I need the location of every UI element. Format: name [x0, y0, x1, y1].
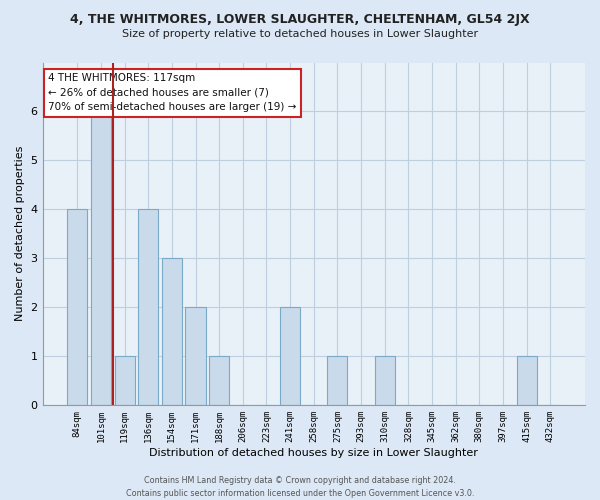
Bar: [67, 209, 88, 405]
Bar: [91, 112, 111, 405]
Bar: [185, 307, 206, 405]
Bar: [280, 307, 300, 405]
Bar: [517, 356, 536, 405]
Text: Size of property relative to detached houses in Lower Slaughter: Size of property relative to detached ho…: [122, 29, 478, 39]
X-axis label: Distribution of detached houses by size in Lower Slaughter: Distribution of detached houses by size …: [149, 448, 478, 458]
Bar: [209, 356, 229, 405]
Bar: [374, 356, 395, 405]
Bar: [328, 356, 347, 405]
Bar: [138, 209, 158, 405]
Text: Contains HM Land Registry data © Crown copyright and database right 2024.
Contai: Contains HM Land Registry data © Crown c…: [126, 476, 474, 498]
Bar: [162, 258, 182, 405]
Bar: [115, 356, 134, 405]
Text: 4 THE WHITMORES: 117sqm
← 26% of detached houses are smaller (7)
70% of semi-det: 4 THE WHITMORES: 117sqm ← 26% of detache…: [48, 73, 296, 112]
Y-axis label: Number of detached properties: Number of detached properties: [15, 146, 25, 322]
Text: 4, THE WHITMORES, LOWER SLAUGHTER, CHELTENHAM, GL54 2JX: 4, THE WHITMORES, LOWER SLAUGHTER, CHELT…: [70, 12, 530, 26]
